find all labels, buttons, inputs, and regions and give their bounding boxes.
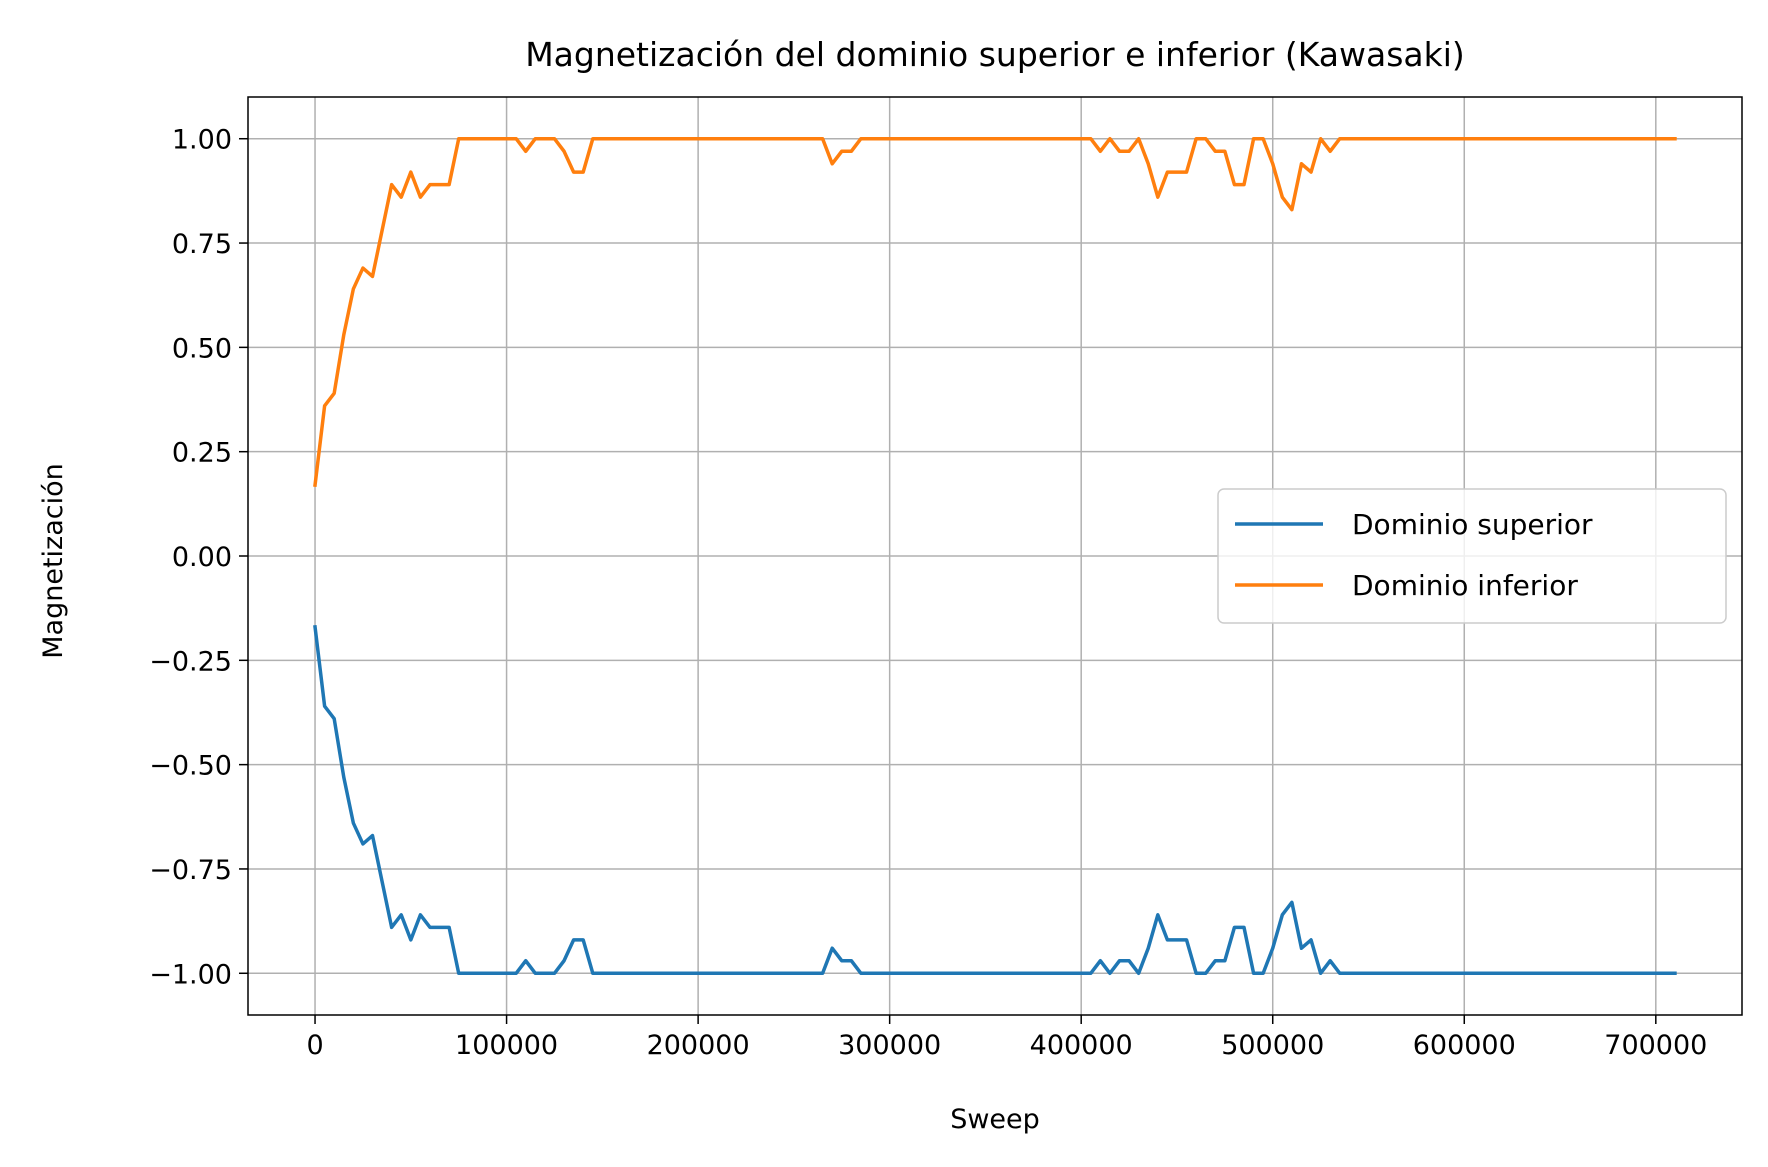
series-line-dominio-superior <box>313 624 1677 976</box>
x-tick-label: 200000 <box>647 1030 750 1061</box>
axis-ticks: 0 100000 200000 300000 400000 500000 600000 700… <box>149 125 1707 1061</box>
x-tick-label: 300000 <box>838 1030 941 1061</box>
x-axis-label: Sweep <box>950 1104 1040 1135</box>
y-tick-label: −1.00 <box>149 959 232 990</box>
legend-box <box>1217 488 1727 624</box>
y-tick-label: 0.25 <box>172 438 232 469</box>
y-tick-label: 0.75 <box>172 229 232 260</box>
chart-title: Magnetización del dominio superior e inf… <box>525 35 1465 74</box>
x-tick-label: 500000 <box>1221 1030 1324 1061</box>
legend: Dominio superior Dominio inferior <box>1217 488 1727 624</box>
y-tick-label: −0.75 <box>149 855 232 886</box>
x-tick-label: 0 <box>306 1030 323 1061</box>
y-tick-label: −0.50 <box>149 751 232 782</box>
y-tick-label: 0.50 <box>172 333 232 364</box>
series-line-dominio-inferior <box>313 136 1677 488</box>
x-tick-label: 600000 <box>1413 1030 1516 1061</box>
x-tick-label: 700000 <box>1604 1030 1707 1061</box>
y-axis-label: Magnetización <box>38 463 69 659</box>
y-tick-label: −0.25 <box>149 646 232 677</box>
y-tick-label: 1.00 <box>172 125 232 156</box>
y-tick-label: 0.00 <box>172 542 232 573</box>
x-tick-label: 400000 <box>1030 1030 1133 1061</box>
legend-label-dominio-inferior: Dominio inferior <box>1352 569 1578 602</box>
series-lines <box>313 136 1677 976</box>
x-tick-label: 100000 <box>455 1030 558 1061</box>
legend-label-dominio-superior: Dominio superior <box>1352 508 1593 541</box>
